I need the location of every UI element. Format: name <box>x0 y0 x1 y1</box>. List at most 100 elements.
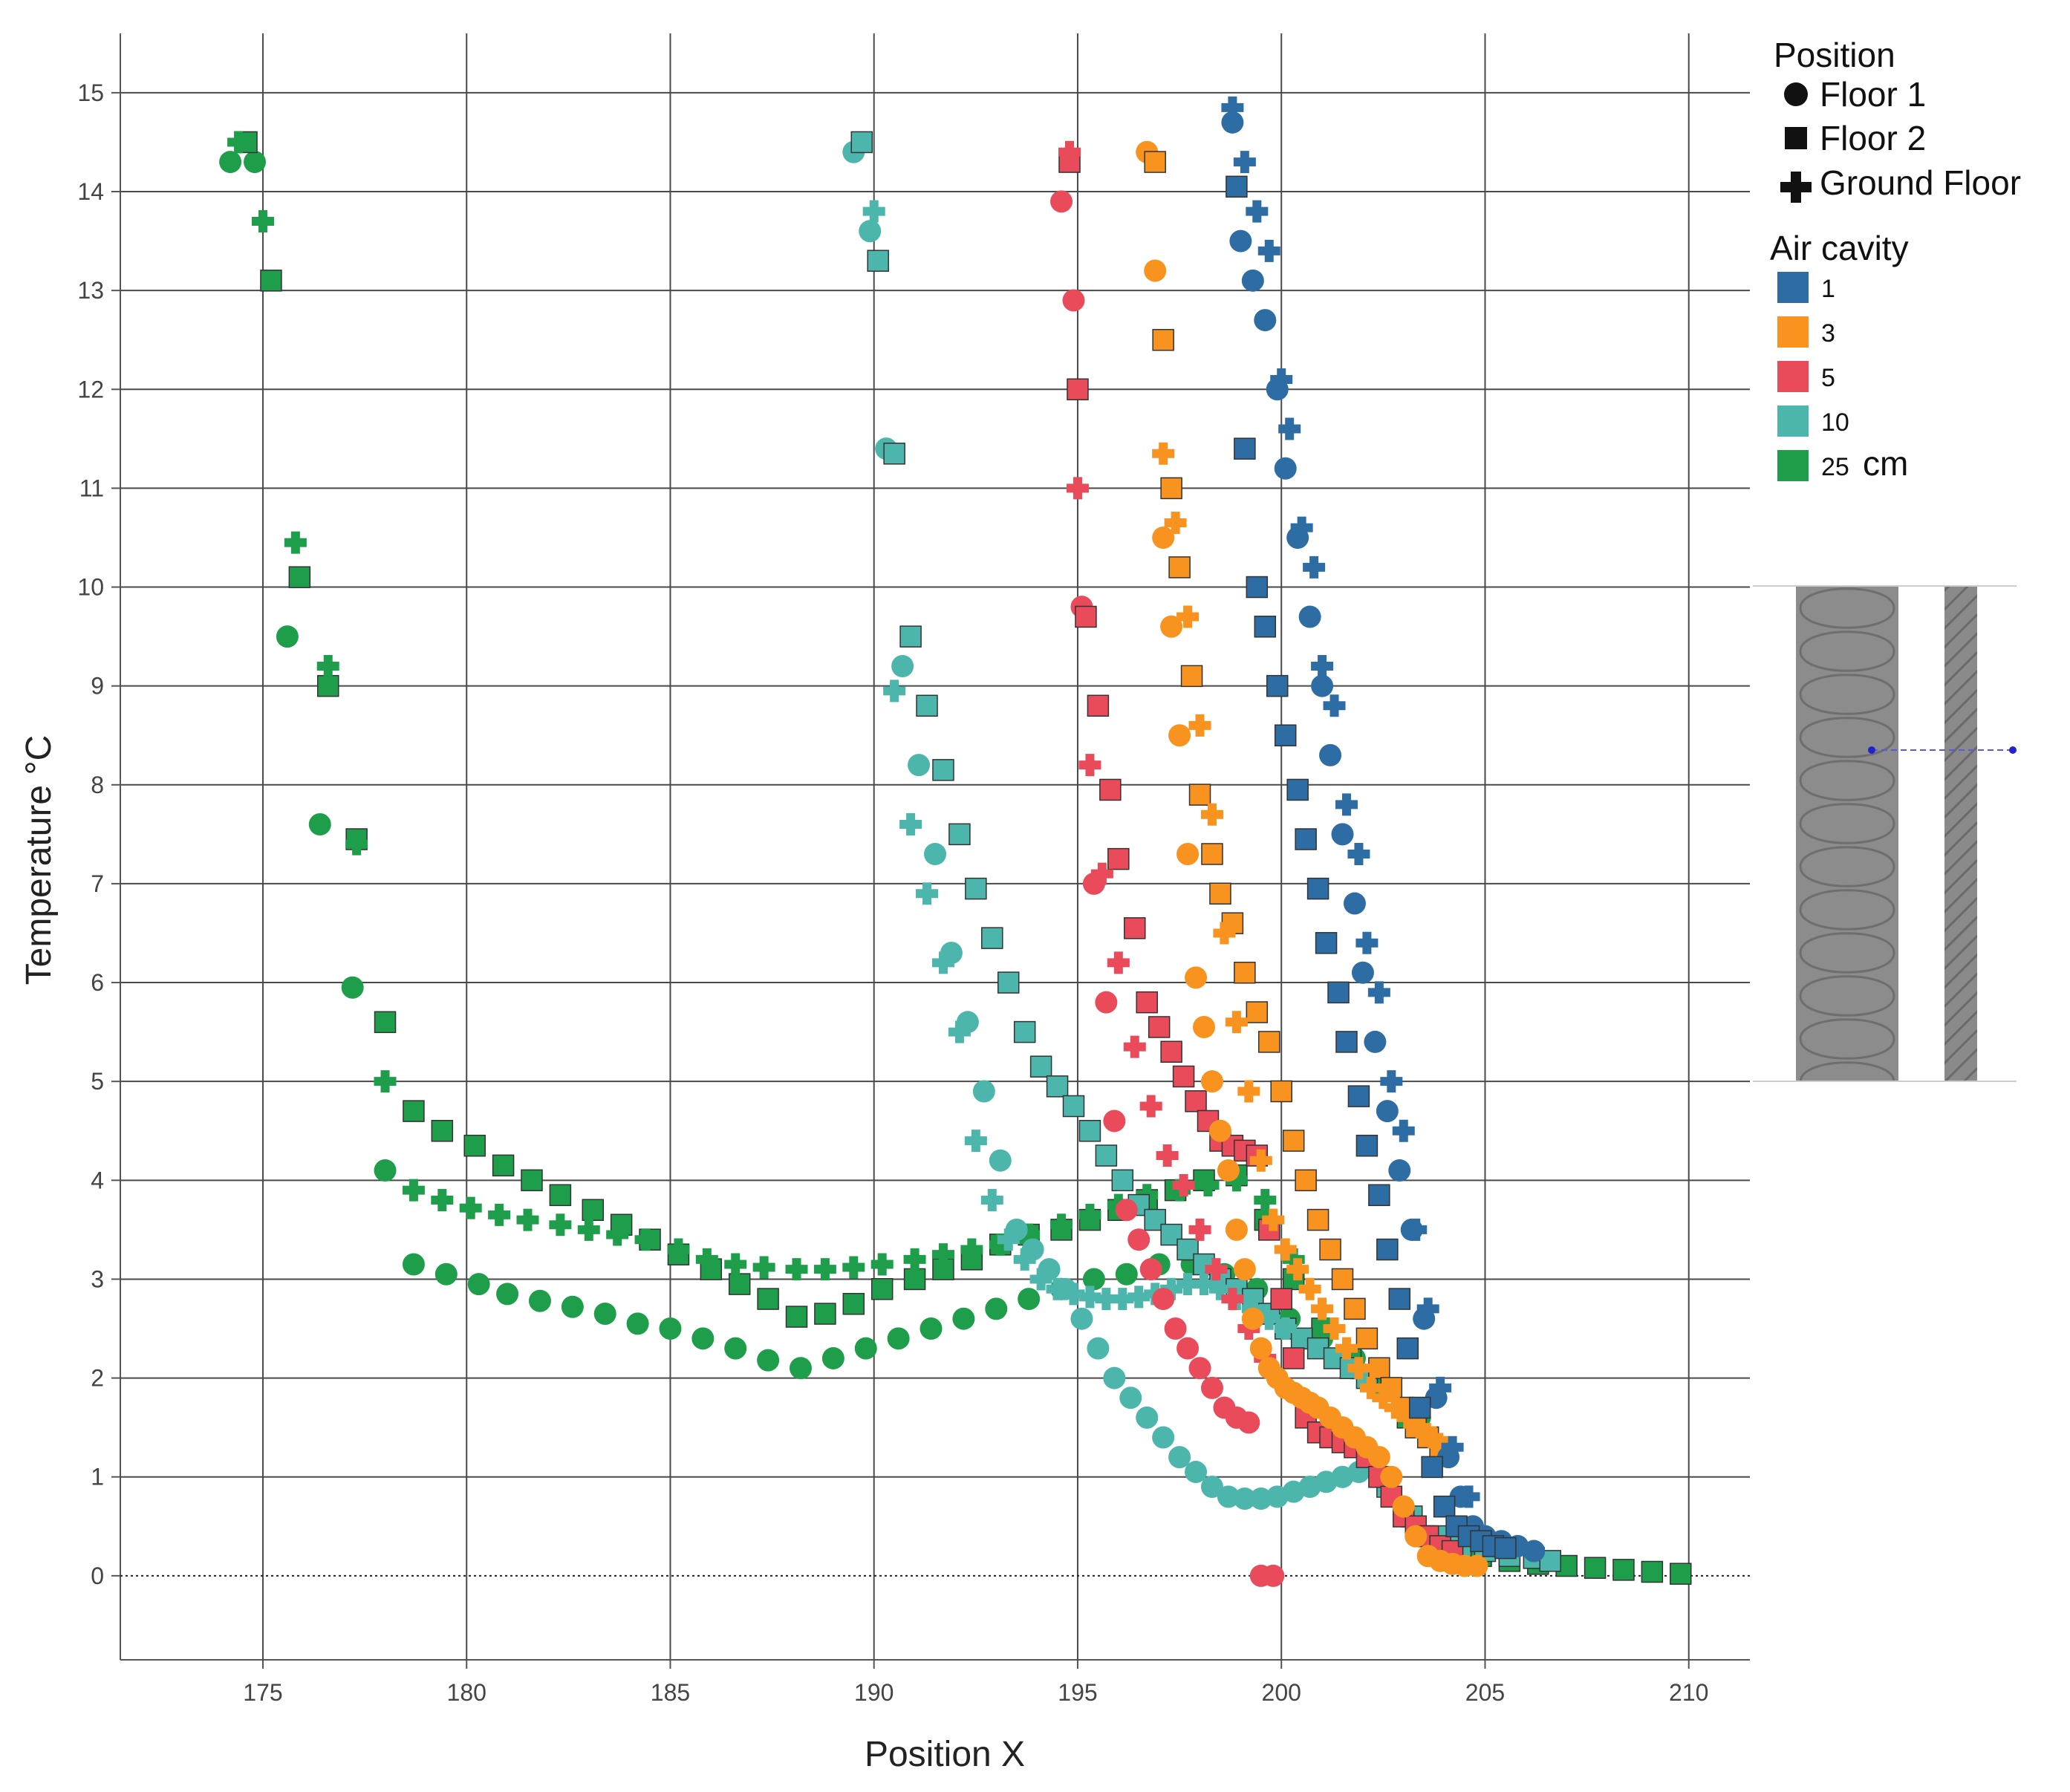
data-point <box>1152 328 1174 351</box>
data-point <box>1046 1075 1069 1098</box>
data-point <box>883 680 906 703</box>
insulation-loop <box>1799 803 1895 844</box>
data-point <box>374 1011 397 1034</box>
y-tick-label: 5 <box>91 1068 104 1095</box>
legend: Position Floor 1 Floor 2 Ground Floor Ai… <box>1770 36 2021 483</box>
data-point <box>1257 239 1280 262</box>
data-point <box>920 1317 943 1340</box>
data-points <box>219 96 1692 1587</box>
data-point <box>549 1184 572 1207</box>
legend-swatch-1 <box>1777 272 1809 303</box>
data-point <box>251 209 274 232</box>
data-point <box>1335 1031 1358 1053</box>
data-point <box>1441 1436 1464 1459</box>
data-point <box>1208 1277 1231 1300</box>
data-point <box>862 200 885 223</box>
data-point <box>1160 1040 1182 1063</box>
data-point <box>1258 1031 1280 1053</box>
data-point <box>561 1295 584 1318</box>
data-point <box>1270 368 1293 391</box>
data-point <box>1368 1357 1390 1380</box>
data-point <box>981 927 1003 949</box>
data-point <box>1335 793 1358 816</box>
data-point <box>1221 1288 1244 1311</box>
legend-label-cavity-3: 3 <box>1821 319 1835 348</box>
data-point <box>1209 882 1231 905</box>
data-point <box>916 694 938 717</box>
data-point <box>1067 378 1089 401</box>
data-point <box>1103 1366 1126 1389</box>
data-point <box>1249 1149 1272 1172</box>
data-point <box>989 1149 1012 1172</box>
series-3cm-plus <box>1152 442 1456 1459</box>
data-point <box>1262 1564 1285 1587</box>
data-point <box>1029 1268 1052 1291</box>
data-point <box>1225 1218 1248 1241</box>
data-point <box>1090 862 1113 885</box>
data-point <box>1115 1262 1138 1286</box>
data-point <box>1217 1485 1240 1508</box>
data-point <box>1200 1476 1223 1499</box>
data-point <box>1148 1016 1171 1038</box>
data-point <box>1295 828 1317 850</box>
data-point <box>1046 1277 1069 1300</box>
data-point <box>870 1253 894 1276</box>
data-point <box>308 813 331 836</box>
data-point <box>1254 616 1277 638</box>
data-point <box>1298 605 1321 628</box>
data-point <box>488 1203 511 1226</box>
data-point <box>1188 1218 1211 1241</box>
data-point <box>903 1248 926 1271</box>
insulation-loop <box>1799 975 1895 1017</box>
data-point <box>1029 1055 1052 1078</box>
y-tick-label: 2 <box>91 1365 104 1392</box>
legend-label-cavity-1: 1 <box>1821 275 1835 303</box>
data-point <box>1323 1317 1346 1340</box>
data-point <box>1013 1248 1036 1271</box>
data-point <box>492 1154 515 1177</box>
data-point <box>219 151 242 174</box>
measurement-point-inner <box>1868 746 1875 754</box>
data-point <box>244 151 267 174</box>
data-point <box>752 1256 775 1279</box>
data-point <box>1303 555 1326 579</box>
data-point <box>634 1228 657 1251</box>
data-point <box>1311 674 1334 697</box>
data-point <box>867 250 889 272</box>
data-point <box>814 1303 836 1325</box>
data-point <box>1099 778 1122 801</box>
data-point <box>908 754 931 777</box>
data-point <box>1103 1110 1126 1133</box>
data-point <box>1355 931 1379 954</box>
data-point <box>948 823 971 846</box>
data-point <box>899 813 922 836</box>
series-1cm-circle <box>1221 111 1546 1563</box>
data-point <box>1185 1461 1208 1484</box>
data-point <box>667 1238 690 1261</box>
data-point <box>691 1327 715 1350</box>
data-point <box>1136 1406 1159 1429</box>
data-point <box>1384 1396 1407 1419</box>
data-point <box>903 1268 926 1291</box>
data-point <box>1315 932 1338 954</box>
y-tick-label: 1 <box>91 1464 104 1490</box>
wall-section-diagram <box>1753 585 2017 1082</box>
data-point <box>1421 1426 1444 1449</box>
data-point <box>1144 151 1166 173</box>
data-point <box>1188 783 1211 806</box>
y-axis-title: Temperature °C <box>19 735 59 985</box>
data-point <box>789 1357 812 1380</box>
data-point <box>1270 1080 1292 1103</box>
data-point <box>932 759 954 781</box>
data-point <box>1119 1387 1142 1410</box>
data-point <box>1319 1238 1341 1261</box>
x-tick-label: 200 <box>1262 1679 1301 1706</box>
data-point <box>931 951 954 974</box>
data-point <box>1392 1495 1415 1518</box>
x-axis-title: Position X <box>865 1735 1025 1774</box>
data-point <box>1306 877 1329 900</box>
data-point <box>1237 1411 1260 1434</box>
data-point <box>1095 1144 1118 1167</box>
data-point <box>1152 442 1175 465</box>
data-point <box>952 1307 975 1330</box>
